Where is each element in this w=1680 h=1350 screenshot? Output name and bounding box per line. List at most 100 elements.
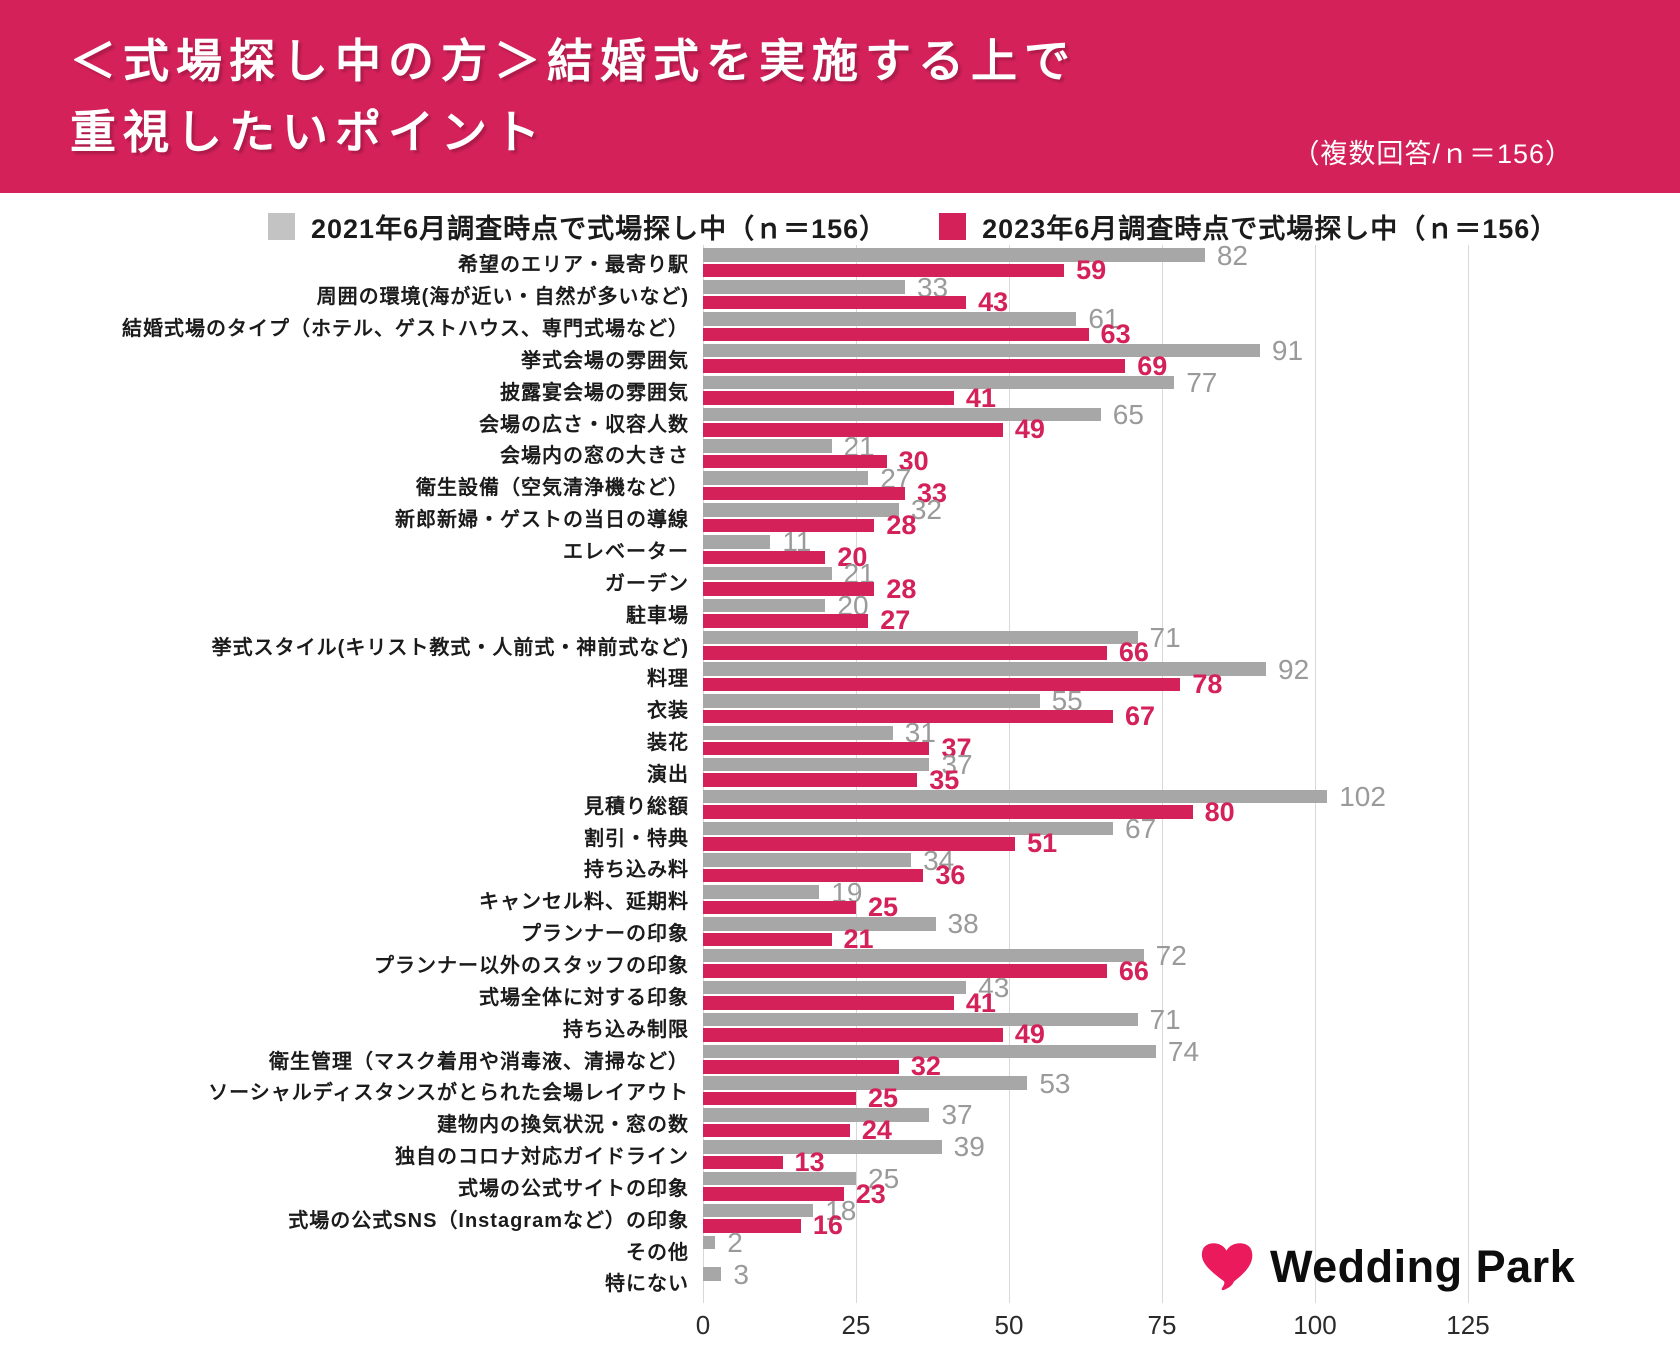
barline: 78: [703, 671, 1680, 698]
bar-2021: [703, 1203, 814, 1218]
bar-2021: [703, 503, 899, 517]
value-label-2021: 33: [916, 271, 949, 303]
bar-2021: [703, 535, 771, 549]
bar-2021: [703, 1076, 1028, 1090]
value-label-2023: 36: [935, 860, 966, 891]
legend-item-2023: 2023年6月調査時点で式場探し中（ｎ＝156）: [939, 207, 1558, 246]
value-label-2023: 32: [910, 1051, 941, 1082]
chart-row: 衛生設備（空気清浄機など） 27 33: [0, 464, 1680, 507]
barline: 21: [703, 925, 1680, 952]
row-plot-area: 38 21: [703, 910, 1680, 952]
header-banner: ＜式場探し中の方＞結婚式を実施する上で 重視したいポイント （複数回答/ｎ＝156…: [0, 0, 1680, 193]
bar-2021: [703, 566, 832, 581]
bar-2021: [703, 662, 1267, 676]
bar-2021: [703, 917, 936, 931]
category-label: 建物内の換気状況・窓の数: [437, 1114, 689, 1137]
bar-2021: [703, 853, 912, 867]
value-label-2021: 53: [1039, 1067, 1071, 1099]
value-label-2021: 102: [1339, 781, 1386, 813]
value-label-2023: 80: [1204, 796, 1235, 827]
row-plot-area: 61 63: [703, 305, 1680, 347]
chart-row: 式場の公式SNS（Instagramなど）の印象 18 16: [0, 1196, 1680, 1239]
category-label: 式場の公式サイトの印象: [458, 1177, 689, 1200]
barline: 63: [703, 320, 1680, 347]
chart-row: 装花 31 37: [0, 719, 1680, 762]
bar-2021: [703, 1140, 942, 1154]
row-plot-area: 102 80: [703, 781, 1680, 827]
chart-row: ガーデン 21 28: [0, 560, 1680, 603]
category-label: 新郎新婦・ゲストの当日の導線: [395, 509, 689, 532]
chart-row: 式場全体に対する印象 43 41: [0, 974, 1680, 1018]
bar-2021: [703, 1235, 716, 1250]
value-label-2021: 55: [1051, 685, 1083, 717]
barline: 16: [703, 1212, 1680, 1239]
wedding-park-logo: Wedding Park: [1198, 1240, 1575, 1294]
barline: 33: [703, 480, 1680, 507]
barline: 27: [703, 464, 1680, 492]
value-label-2023: 49: [1014, 414, 1045, 445]
value-label-2023: 25: [868, 892, 899, 923]
chart-row: 割引・特典 67 51: [0, 814, 1680, 857]
chart-row: 結婚式場のタイプ（ホテル、ゲストハウス、専門式場など） 61 63: [0, 305, 1680, 348]
chart-row: プランナーの印象 38 21: [0, 910, 1680, 953]
chart-row: 駐車場 20 27: [0, 591, 1680, 636]
value-label-2021: 74: [1167, 1035, 1200, 1067]
category-label: プランナー以外のスタッフの印象: [374, 954, 689, 977]
barline: 25: [703, 1085, 1680, 1112]
chart-row: 会場の広さ・収容人数 65 49: [0, 400, 1680, 445]
chart-row: 挙式スタイル(キリスト教式・人前式・神前式など) 71 66: [0, 623, 1680, 666]
barline: 82: [703, 241, 1680, 269]
bar-2023: [703, 646, 1107, 660]
chart-row: キャンセル料、延期料 19 25: [0, 878, 1680, 923]
row-plot-area: 71 49: [703, 1005, 1680, 1048]
value-label-2021: 39: [953, 1131, 985, 1163]
legend-swatch-2021-icon: [268, 212, 295, 240]
category-label: キャンセル料、延期料: [479, 891, 689, 914]
row-plot-area: 27 33: [703, 464, 1680, 507]
value-label-2023: 59: [1076, 255, 1107, 286]
barline: 25: [703, 892, 1680, 923]
value-label-2023: 69: [1137, 350, 1168, 381]
bar-2021: [703, 1044, 1156, 1059]
barline: 21: [703, 560, 1680, 588]
category-label: 式場全体に対する印象: [479, 986, 689, 1009]
barline: 34: [703, 846, 1680, 874]
row-plot-area: 53 25: [703, 1067, 1680, 1112]
bar-2023: [703, 295, 967, 310]
legend-label-2021: 2021年6月調査時点で式場探し中（ｎ＝156）: [311, 213, 888, 244]
row-plot-area: 21 30: [703, 432, 1680, 475]
bar-2021: [703, 407, 1101, 422]
bar-2023: [703, 423, 1003, 437]
chart-row: 会場内の窓の大きさ 21 30: [0, 432, 1680, 475]
barline: 20: [703, 591, 1680, 619]
title-line-2: 重視したいポイント: [70, 106, 547, 159]
value-label-2023: 27: [880, 605, 911, 636]
barline: 55: [703, 685, 1680, 717]
category-label: 希望のエリア・最寄り駅: [458, 254, 689, 277]
x-axis-tick-label: 0: [695, 1310, 711, 1340]
value-label-2021: 11: [782, 526, 812, 558]
barline: 67: [703, 702, 1680, 729]
category-label: 衣装: [647, 700, 689, 723]
category-label: 挙式スタイル(キリスト教式・人前式・神前式など): [211, 636, 689, 659]
bar-2023: [703, 900, 856, 915]
value-label-2021: 2: [727, 1226, 743, 1258]
barline: 41: [703, 384, 1680, 411]
bar-2021: [703, 980, 967, 995]
value-label-2023: 41: [965, 987, 996, 1018]
chart-row: 見積り総額 102 80: [0, 781, 1680, 827]
barline: 13: [703, 1148, 1680, 1175]
barline: 37: [703, 751, 1680, 779]
chart-row: 衛生管理（マスク着用や消毒液、清掃など） 74 32: [0, 1035, 1680, 1082]
chart-row: 持ち込み制限 71 49: [0, 1005, 1680, 1048]
category-label: 結婚式場のタイプ（ホテル、ゲストハウス、専門式場など）: [122, 318, 689, 341]
bar-2023: [703, 263, 1065, 278]
bar-2023: [703, 582, 875, 596]
barline: 28: [703, 575, 1680, 602]
category-label: 披露宴会場の雰囲気: [500, 381, 689, 404]
row-plot-area: 3: [703, 1260, 1680, 1298]
value-label-2021: 92: [1278, 653, 1310, 685]
category-label: 料理: [647, 668, 689, 691]
value-label-2021: 91: [1271, 335, 1304, 367]
value-label-2021: 72: [1155, 940, 1187, 972]
